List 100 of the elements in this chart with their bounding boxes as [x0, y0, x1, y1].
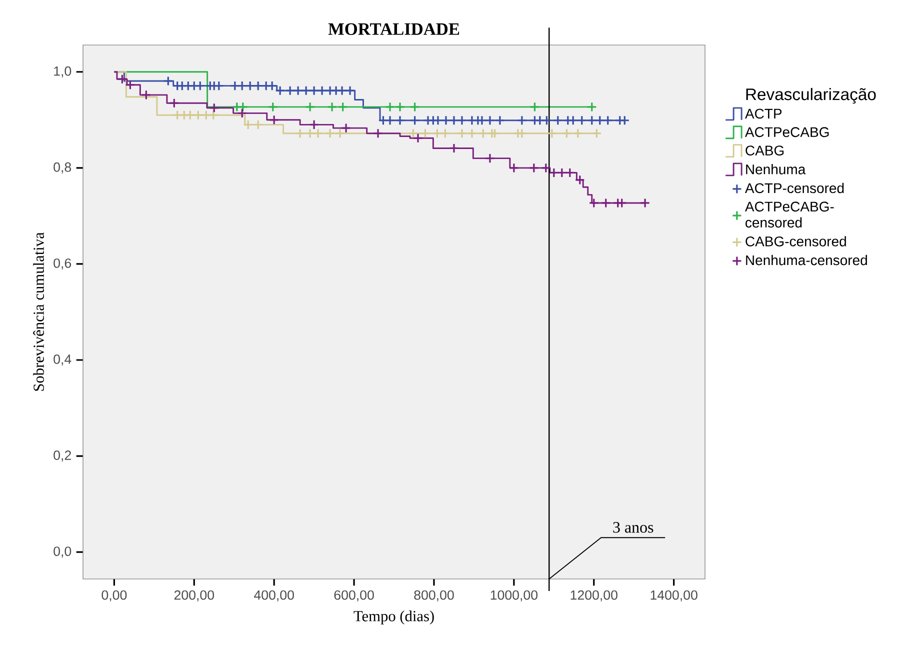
- point: [466, 128, 478, 138]
- point: [230, 80, 240, 91]
- point: [172, 110, 182, 120]
- point: [185, 110, 196, 120]
- point: [552, 115, 563, 126]
- point: [253, 80, 264, 91]
- point: [494, 115, 506, 126]
- point: [384, 102, 396, 112]
- point: [394, 102, 406, 112]
- x-tick-label: 1200,00: [570, 590, 618, 602]
- y-tick-label: 0,6: [54, 258, 72, 270]
- point: [125, 80, 136, 90]
- x-tick-label: 600,00: [334, 590, 374, 602]
- point: [293, 86, 304, 96]
- point: [195, 80, 206, 91]
- point: [208, 110, 218, 120]
- point: [540, 162, 551, 173]
- point: [564, 168, 575, 178]
- point: [394, 115, 406, 126]
- point: [420, 128, 430, 138]
- point: [304, 128, 316, 138]
- legend-label: CABG: [746, 146, 784, 156]
- point: [602, 115, 613, 126]
- point: [245, 80, 256, 91]
- point: [508, 162, 519, 173]
- point: [528, 162, 539, 173]
- point: [340, 122, 352, 134]
- point: [574, 174, 585, 185]
- x-tick-label: 400,00: [254, 590, 294, 602]
- ref-line-label: 3 anos: [613, 522, 654, 533]
- point: [372, 128, 384, 138]
- point: [456, 128, 468, 138]
- point: [410, 102, 420, 112]
- point: [490, 128, 500, 138]
- point: [640, 198, 650, 208]
- point: [237, 108, 248, 118]
- point: [586, 115, 597, 126]
- point: [484, 153, 496, 164]
- legend-label: ACTPeCABG: [744, 127, 829, 138]
- point: [448, 143, 460, 154]
- legend-label: ACTPeCABG-censored: [744, 202, 834, 228]
- point: [267, 80, 278, 91]
- point: [312, 128, 324, 138]
- point: [448, 115, 460, 126]
- point: [209, 102, 220, 113]
- point: [384, 115, 396, 126]
- point: [568, 115, 578, 126]
- point: [548, 168, 559, 178]
- point: [432, 115, 444, 126]
- point: [334, 128, 346, 138]
- point: [269, 114, 280, 125]
- point: [572, 128, 583, 138]
- point: [336, 86, 348, 96]
- point: [456, 115, 468, 126]
- point: [304, 102, 316, 112]
- point: [326, 102, 338, 112]
- point: [586, 102, 597, 112]
- point: [562, 128, 572, 138]
- point: [117, 74, 128, 84]
- legend-label: ACTP: [744, 108, 782, 119]
- point: [308, 120, 320, 130]
- point: [338, 102, 348, 112]
- legend-label: Nenhuma-censored: [746, 254, 867, 266]
- point: [432, 128, 442, 138]
- point: [440, 128, 450, 138]
- point: [193, 110, 204, 120]
- chart-title: MORTALIDADE: [328, 23, 460, 35]
- point: [300, 86, 312, 96]
- point: [378, 115, 388, 126]
- point: [344, 86, 356, 96]
- point: [141, 90, 152, 100]
- point: [516, 115, 527, 126]
- x-tick-label: 0,00: [102, 590, 127, 602]
- point: [484, 115, 496, 126]
- point: [530, 102, 540, 112]
- point: [440, 115, 452, 126]
- point: [534, 115, 545, 126]
- point: [238, 102, 248, 112]
- point: [588, 198, 599, 208]
- point: [620, 115, 630, 126]
- point: [410, 115, 420, 126]
- point: [169, 98, 180, 108]
- point: [576, 115, 587, 126]
- point: [243, 120, 254, 130]
- point: [275, 86, 286, 96]
- y-axis-title: Sobrevivência cumulativa: [33, 232, 44, 391]
- legend-title: Revascularização: [746, 88, 876, 104]
- y-tick-label: 0,8: [54, 162, 72, 174]
- x-tick-label: 800,00: [414, 590, 454, 602]
- x-axis-title: Tempo (dias): [354, 610, 434, 624]
- legend-label: CABG-censored: [746, 236, 846, 246]
- legend-label: Nenhuma: [746, 164, 806, 174]
- point: [592, 128, 602, 138]
- point: [594, 115, 605, 126]
- point: [412, 133, 424, 144]
- point: [546, 128, 557, 138]
- point: [237, 80, 248, 91]
- y-tick-label: 0,4: [54, 354, 72, 366]
- point: [542, 115, 552, 126]
- x-tick-label: 1400,00: [650, 590, 698, 602]
